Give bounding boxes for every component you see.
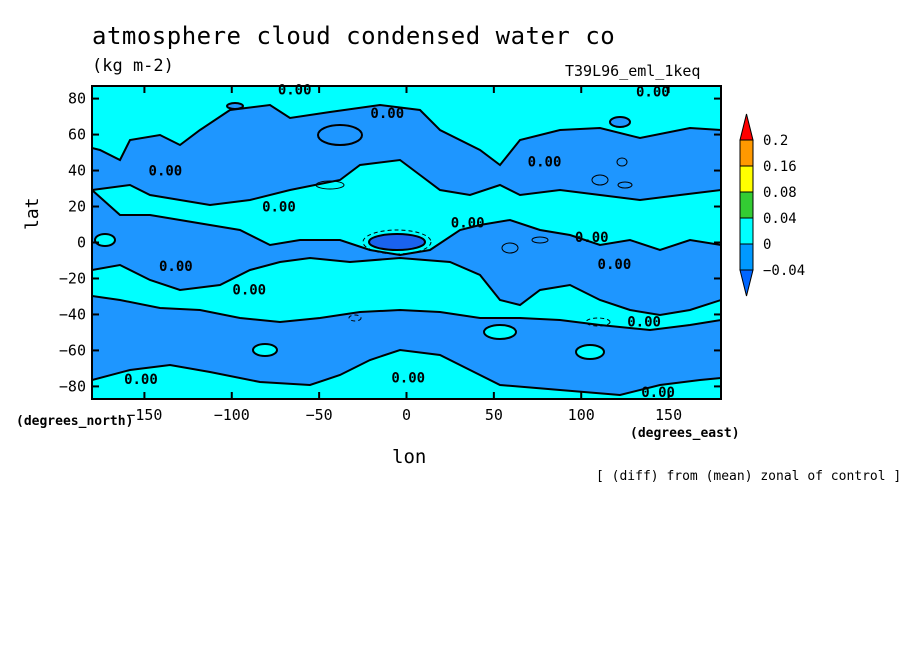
x-tick-label: −50 [306,406,333,424]
y-tick-label: −40 [59,305,86,323]
contour-label: 0.00 [370,106,404,122]
contour-label: 0.00 [159,259,193,275]
colorbar-swatch [739,191,754,219]
thin-contour-a [315,180,345,190]
thin-contours [315,157,633,254]
y-tick-label: 0 [77,234,86,252]
colorbar-label: 0 [763,237,771,253]
colorbar-label: 0.2 [763,133,788,149]
contour-label: 0.00 [636,84,670,100]
run-label: T39L96_eml_1keq [565,62,701,80]
contour-label: 0.00 [278,83,312,99]
patch-indian-ocean [252,343,278,357]
chart-units: (kg m-2) [92,56,174,76]
colorbar-top-arrow [739,113,754,141]
x-tick-label: −150 [126,406,162,424]
thin-contour-c [616,157,628,167]
patch-arabian [226,102,244,110]
x-tick-label: 100 [568,406,595,424]
thin-contour-d [501,242,519,254]
colorbar-swatch [739,243,754,271]
x-tick-label: −100 [214,406,250,424]
contour-label: 0.00 [391,370,425,386]
y-axis-units: (degrees_north) [16,414,134,429]
contour-label: 0.00 [149,164,183,180]
x-tick-label: 0 [402,406,411,424]
y-tick-label: 60 [68,126,86,144]
x-axis-ticks: −150 −100 −50 0 50 100 150 [126,86,682,424]
contour-label: 0.00 [262,200,296,216]
region-south [92,256,721,399]
patch-north-pacific [317,124,363,146]
contour-label: 0.00 [232,282,266,298]
y-tick-label: −60 [59,341,86,359]
colorbar-label: 0.04 [763,211,797,227]
y-axis-ticks: −80 −60 −40 −20 0 20 40 60 80 [59,90,721,395]
plot-area: 0.00 0.00 0.00 0.00 0.00 0.00 0.00 0.00 0.00 0.00… [59,83,722,424]
contour-label: 0.00 [451,216,485,232]
y-tick-label: −80 [59,377,86,395]
x-tick-label: 50 [485,406,503,424]
colorbar-label: 0.16 [763,159,797,175]
x-axis-units: (degrees_east) [630,426,740,441]
dashed-contour-equatorial [362,229,432,255]
thin-contour-e [531,236,549,244]
contour-label: 0.00 [575,230,609,246]
patch-siberia [609,116,631,128]
contour-label-layer: 0.00 0.00 0.00 0.00 0.00 0.00 0.00 0.00 0.00 0.00… [124,83,675,401]
contour-label: 0.00 [598,257,632,273]
contour-label: 0.00 [528,155,562,171]
colorbar-swatch [739,165,754,193]
contour-label: 0.00 [124,372,158,388]
patch-southern-ocean [575,344,605,360]
region-north [92,86,721,167]
y-tick-label: 80 [68,90,86,108]
thin-contour-b [591,174,609,186]
y-tick-label: 20 [68,198,86,216]
colorbar-swatch [739,217,754,245]
dashed-contour-south [585,317,611,327]
footnote: [ (diff) from (mean) zonal of control ] [596,469,902,484]
patch-tropical-west [94,233,116,247]
thin-contour-f [617,181,633,189]
dashed-contours [348,229,611,327]
patches [94,102,631,360]
chart-title: atmosphere cloud condensed water co [92,22,616,50]
colorbar-label: 0.08 [763,185,797,201]
y-tick-label: −20 [59,269,86,287]
contour-label: 0.00 [627,315,661,331]
colorbar: 0.2 0.16 0.08 0.04 0 −0.04 [739,113,805,297]
y-tick-label: 40 [68,162,86,180]
colorbar-label: −0.04 [763,263,805,279]
patch-south-pacific [483,324,517,340]
contour-label: 0.00 [641,385,675,401]
positive-regions [92,86,721,399]
x-tick-label: 150 [655,406,682,424]
x-axis-label: lon [392,446,427,468]
colorbar-bottom-arrow [739,269,754,297]
patch-equatorial-negative [368,233,426,251]
dashed-contour-small [348,314,362,322]
region-tropics [92,158,721,257]
colorbar-swatch [739,139,754,167]
